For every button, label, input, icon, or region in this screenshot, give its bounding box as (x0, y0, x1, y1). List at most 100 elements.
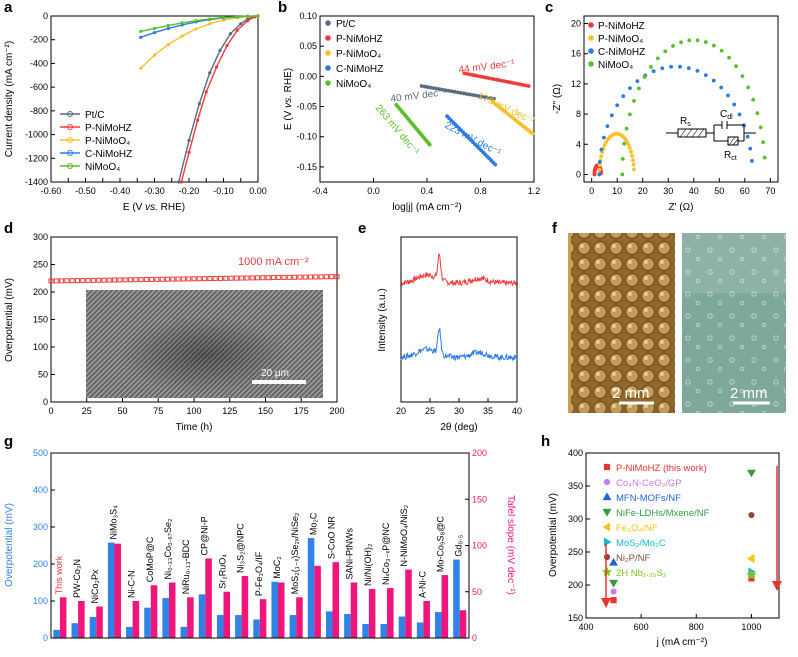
bar-overpotential (453, 559, 460, 638)
data-point (740, 74, 745, 79)
y-tick-label: 16 (571, 49, 581, 59)
panel-e-frame (400, 236, 518, 403)
data-point (117, 277, 123, 283)
panel-g-category-labels: This work PW-Co₃N NiCo₂Px NiMo₃S₄ Ni-C-N CoMo… (54, 504, 464, 603)
panel-h-xlabel: j (mA cm⁻²) (656, 637, 708, 648)
data-point (649, 65, 653, 69)
data-point (746, 469, 756, 478)
data-point (139, 29, 143, 34)
legend-label: P-NiMoHZ (336, 34, 383, 45)
panel-a-series (139, 14, 260, 184)
bar-tafel-slope (296, 597, 303, 638)
x-tick-label: 100 (186, 406, 201, 416)
legend-label: NiMoO₄ (336, 79, 371, 90)
data-point (748, 146, 753, 151)
data-point (669, 64, 673, 69)
legend-label: Co₄N-CeO₂/GP (616, 478, 682, 489)
data-point (467, 92, 472, 97)
data-point (196, 276, 202, 282)
y-tick-label-right: 200 (472, 448, 487, 458)
panel-b-legend: Pt/C P-NiMoHZ P-NiMoO₄ C-NiMoHZ NiMoO₄ (325, 19, 383, 90)
category-label: NiMo₃S₄ (108, 505, 118, 540)
legend-label: P-NiMoO₄ (85, 136, 130, 147)
panel-c-xlabel: Z' (Ω) (669, 202, 694, 213)
x-tick-label: 75 (153, 406, 163, 416)
data-point (695, 69, 700, 73)
category-label: Ni-C-N (127, 571, 137, 599)
data-point (686, 66, 691, 70)
data-point (719, 48, 724, 53)
y-tick-label: -0.15 (296, 162, 317, 172)
data-point (235, 15, 239, 19)
bar-overpotential (89, 616, 97, 638)
bar-tafel-slope (277, 582, 285, 638)
bar-tafel-slope (459, 610, 467, 638)
data-point (246, 14, 250, 18)
data-point (90, 277, 96, 283)
legend-marker (588, 61, 594, 67)
bar-overpotential (198, 594, 206, 638)
x-tick-label: 0.00 (249, 186, 267, 196)
legend-label: C-NiMoHZ (85, 149, 132, 160)
sem-inset: 20 μm (86, 290, 323, 398)
x-tick-label: -0.40 (110, 186, 131, 196)
data-point (737, 112, 742, 117)
panel-h-legend: P-NiMoHZ (this work) Co₄N-CeO₂/GP MFN-MOFs… (601, 463, 710, 579)
circuit-rct-label: Rct (724, 150, 737, 162)
data-point (488, 96, 493, 101)
y-tick-label: -800 (30, 106, 48, 116)
data-point (605, 124, 610, 129)
data-point (202, 276, 208, 282)
data-point (207, 276, 213, 282)
data-point (165, 276, 171, 282)
tafel-slope-label: 40 mV dec⁻¹ (390, 87, 448, 105)
category-label: S-CoO NR (327, 516, 337, 560)
legend-label: P-NiMoHZ (598, 21, 645, 32)
data-point (602, 522, 611, 532)
data-point (458, 90, 463, 95)
data-point (166, 26, 170, 31)
data-point (751, 97, 756, 102)
data-point (212, 275, 218, 281)
y-tick-label: -0.05 (296, 102, 317, 112)
panel-label-c: c (545, 0, 553, 16)
y-tick-label: 350 (568, 481, 583, 491)
y-tick-label: 250 (568, 547, 583, 557)
bar-tafel-slope (368, 588, 376, 638)
data-point (734, 64, 738, 69)
data-point (228, 275, 234, 281)
bar-overpotential (380, 623, 388, 638)
data-point (152, 30, 157, 35)
series-line (140, 15, 259, 33)
y-tick-label: 100 (33, 342, 48, 352)
panel-h-ticks: 400 600 800 1000 150 200 250 300 350 400 (568, 448, 761, 632)
y-tick-label-left: 0 (43, 633, 48, 643)
legend-label: 2H Nb₁.₃₅S₂ (616, 568, 667, 579)
x-tick-label: 20 (638, 186, 648, 196)
bar-tafel-slope (114, 543, 121, 638)
data-point (703, 73, 708, 78)
panel-e-xlabel: 2θ (deg) (440, 422, 477, 433)
y-tick-label: 150 (33, 315, 48, 325)
bar-tafel-slope (205, 558, 212, 638)
y-tick-label-right: 50 (472, 587, 482, 597)
data-point (208, 71, 212, 75)
data-point (297, 274, 303, 280)
data-point (318, 274, 324, 280)
x-tick-label: -0.50 (75, 186, 96, 196)
data-point (603, 553, 611, 561)
data-point (631, 158, 635, 163)
series-line (178, 15, 259, 183)
x-tick-label: 50 (117, 406, 127, 416)
panel-h-series (609, 469, 757, 604)
data-point (755, 111, 760, 116)
data-point (138, 277, 144, 283)
data-point (631, 162, 636, 167)
panel-e-xrd: 20 25 30 35 40 2θ (deg) Intensity (a.u.) (377, 236, 522, 433)
data-point (610, 597, 617, 604)
bar-overpotential (235, 615, 242, 638)
panel-c-ticks: 0 10 20 30 40 50 60 70 0 4 8 12 16 20 (571, 19, 775, 196)
data-point (180, 276, 186, 282)
bar-tafel-slope (78, 601, 85, 638)
legend-label: C-NiMoHZ (336, 64, 383, 75)
